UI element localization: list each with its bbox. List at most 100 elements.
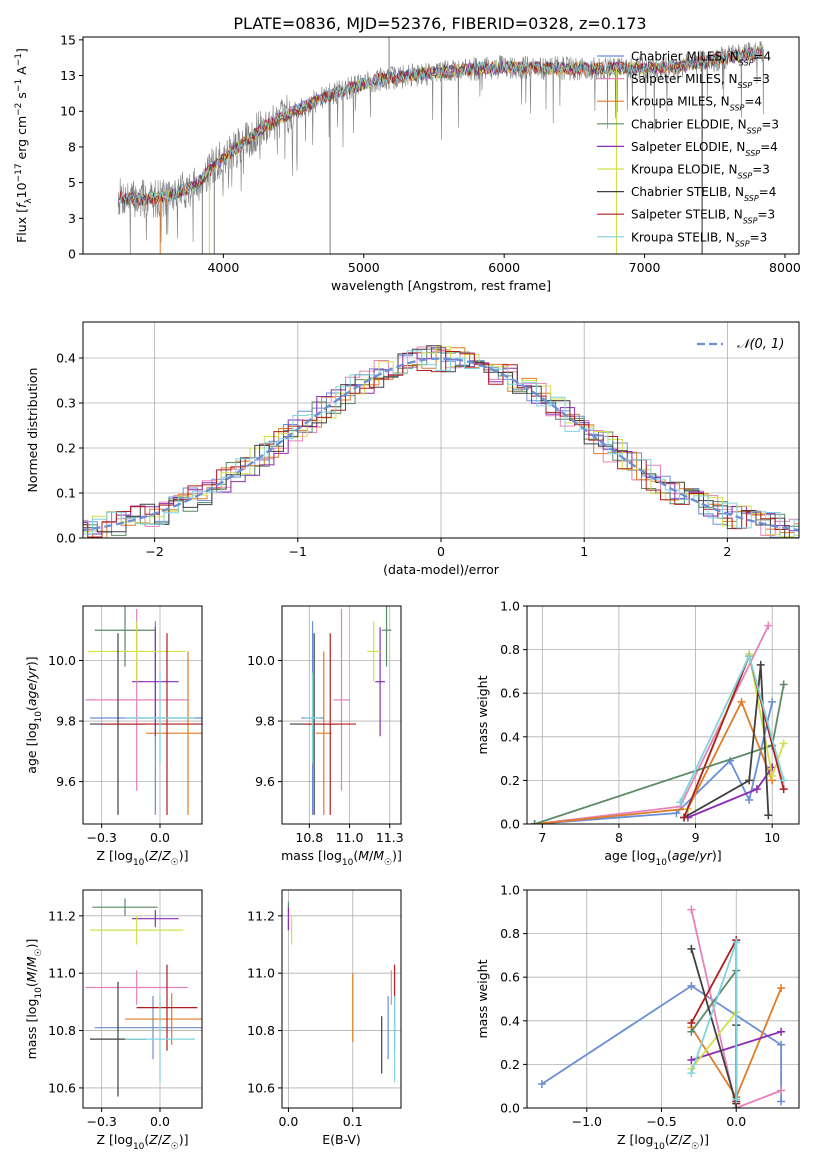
histogram-7: [83, 345, 799, 538]
legend-label-3: Kroupa MILES, NSSP=4: [631, 95, 762, 113]
errorbar-9: [125, 672, 195, 764]
chart-layer: 4000 5000 6000 7000 80000358101315wavelength…: [14, 32, 801, 1152]
weight-marker: [756, 660, 765, 669]
weight-marker: [530, 820, 539, 824]
x-tick-label: 11.3: [376, 830, 404, 845]
y-tick-label: 11.2: [247, 908, 275, 923]
y-tick-label: 11.0: [48, 966, 76, 981]
x-tick-label: 8: [615, 830, 623, 845]
x-tick-label: 8000: [769, 260, 801, 275]
y-tick-label: 0.1: [56, 486, 76, 501]
model-spectrum-9: [119, 45, 762, 205]
weight-marker: [752, 785, 761, 794]
weight-marker: [537, 1080, 546, 1089]
errorbar-6: [87, 621, 186, 682]
weight-marker: [768, 697, 777, 706]
legend-label-4: Chabrier ELODIE, NSSP=3: [631, 117, 779, 135]
errorbar-5: [375, 627, 385, 737]
errorbar-2: [85, 970, 188, 1005]
weight-line: [690, 909, 782, 1108]
weight-series-9: [687, 938, 741, 1104]
weight_vs_Z-frame: [526, 889, 800, 1109]
x-tick-label: −0.5: [646, 1114, 676, 1129]
y-tick-label: 0.0: [500, 817, 520, 832]
x-tick-label: −1: [289, 544, 307, 559]
x-tick-label: 1: [580, 544, 588, 559]
histogram-9: [83, 350, 799, 538]
x-tick-label: 0.0: [278, 1114, 298, 1129]
legend-label-2: Salpeter MILES, NSSP=3: [631, 72, 770, 90]
errorbar-3: [125, 993, 202, 1045]
x-axis-label: Z [log10(Z/Z☉)]: [96, 1132, 188, 1152]
age_vs_Z-axes: −0.3 0.0 9.6 9.8 10.0 Z [log10(Z/Z☉)] age [log…: [24, 605, 203, 868]
weight-marker: [687, 1056, 696, 1065]
mass_vs_Z-axes: −0.3 0.0 10.6 10.8 11.0 11.2 Z [log10(Z/Z☉)] ma…: [24, 889, 203, 1152]
weight-marker: [779, 739, 788, 748]
weight_vs_age-frame: [526, 605, 800, 825]
weight-line: [534, 699, 774, 824]
weight-marker: [732, 938, 741, 947]
residual_hist-plot-area: [83, 345, 799, 538]
weight-marker: [687, 905, 696, 914]
x-tick-label: −1.0: [572, 1114, 602, 1129]
weight-marker: [779, 785, 788, 794]
weight-marker: [777, 1097, 786, 1106]
x-tick-label: 7: [538, 830, 546, 845]
errorbar-6: [90, 915, 184, 945]
errorbar-4: [92, 898, 158, 916]
x-axis-label: mass [log10(M/M☉)]: [281, 848, 402, 868]
y-tick-label: 1.0: [500, 883, 520, 898]
y-tick-label: 10.6: [48, 1080, 76, 1095]
mass_vs_ebv-plot-area: [287, 901, 396, 1083]
weight-line: [534, 625, 770, 824]
errorbar-8: [101, 633, 202, 815]
weight-marker: [732, 1095, 741, 1104]
x-tick-label: 2: [723, 544, 731, 559]
y-tick-label: 5: [68, 175, 76, 190]
x-tick-label: −0.3: [86, 830, 116, 845]
x-tick-label: 11.0: [336, 830, 364, 845]
figure-title: PLATE=0836, MJD=52376, FIBERID=0328, z=0…: [233, 14, 646, 33]
y-tick-label: 10.0: [48, 653, 76, 668]
legend-gaussian-label: 𝒩(0, 1): [737, 337, 784, 352]
legend-label-8: Salpeter STELIB, NSSP=3: [631, 208, 775, 226]
legend-label-5: Salpeter ELODIE, NSSP=4: [631, 140, 778, 158]
weight-line: [690, 948, 738, 1104]
mass_vs_ebv-axes: 0.0 0.1 10.6 10.8 11.0 11.2 E(B-V): [247, 889, 402, 1147]
weight-line: [690, 1011, 737, 1070]
x-tick-label: 10.8: [295, 830, 323, 845]
x-tick-label: −2: [145, 544, 163, 559]
weight-line: [534, 684, 785, 824]
y-tick-label: 10.0: [247, 653, 275, 668]
weight-marker: [680, 813, 689, 822]
x-axis-label: (data-model)/error: [383, 562, 500, 577]
y-tick-label: 0.4: [500, 1013, 520, 1028]
weight-marker: [777, 1086, 786, 1095]
errorbar-3: [146, 651, 202, 815]
weight-series-9: [676, 652, 788, 807]
y-tick-label: 0.3: [56, 396, 76, 411]
y-tick-label: 10: [60, 104, 76, 119]
mass_vs_ebv-frame: [281, 889, 402, 1109]
x-tick-label: 0: [437, 544, 445, 559]
x-tick-label: 0.1: [343, 1114, 363, 1129]
weight-marker: [764, 621, 773, 630]
y-tick-label: 8: [68, 139, 76, 154]
weight-marker: [676, 798, 685, 807]
x-tick-label: 10: [764, 830, 780, 845]
errorbar-5: [132, 627, 179, 737]
y-axis-label: Normed distribution: [25, 368, 40, 493]
weight-marker: [745, 796, 754, 805]
errorbar-1: [94, 996, 202, 1060]
residual_hist-axes: −2 −1 0 1 2 0.0 0.1 0.2 0.3 0.4 (data-model)/error…: [25, 321, 800, 577]
age_vs_mass-plot-area: [290, 606, 392, 815]
weight-series-1: [530, 697, 777, 824]
y-tick-label: 0.2: [500, 773, 520, 788]
y-tick-label: 13: [60, 68, 76, 83]
weight-marker: [768, 772, 777, 781]
weight-series-4: [530, 680, 788, 824]
y-tick-label: 10.8: [247, 1023, 275, 1038]
y-axis-label: Flux [fλ10−17 erg cm−2 s−1 A−1]: [14, 48, 34, 243]
weight-marker: [687, 944, 696, 953]
